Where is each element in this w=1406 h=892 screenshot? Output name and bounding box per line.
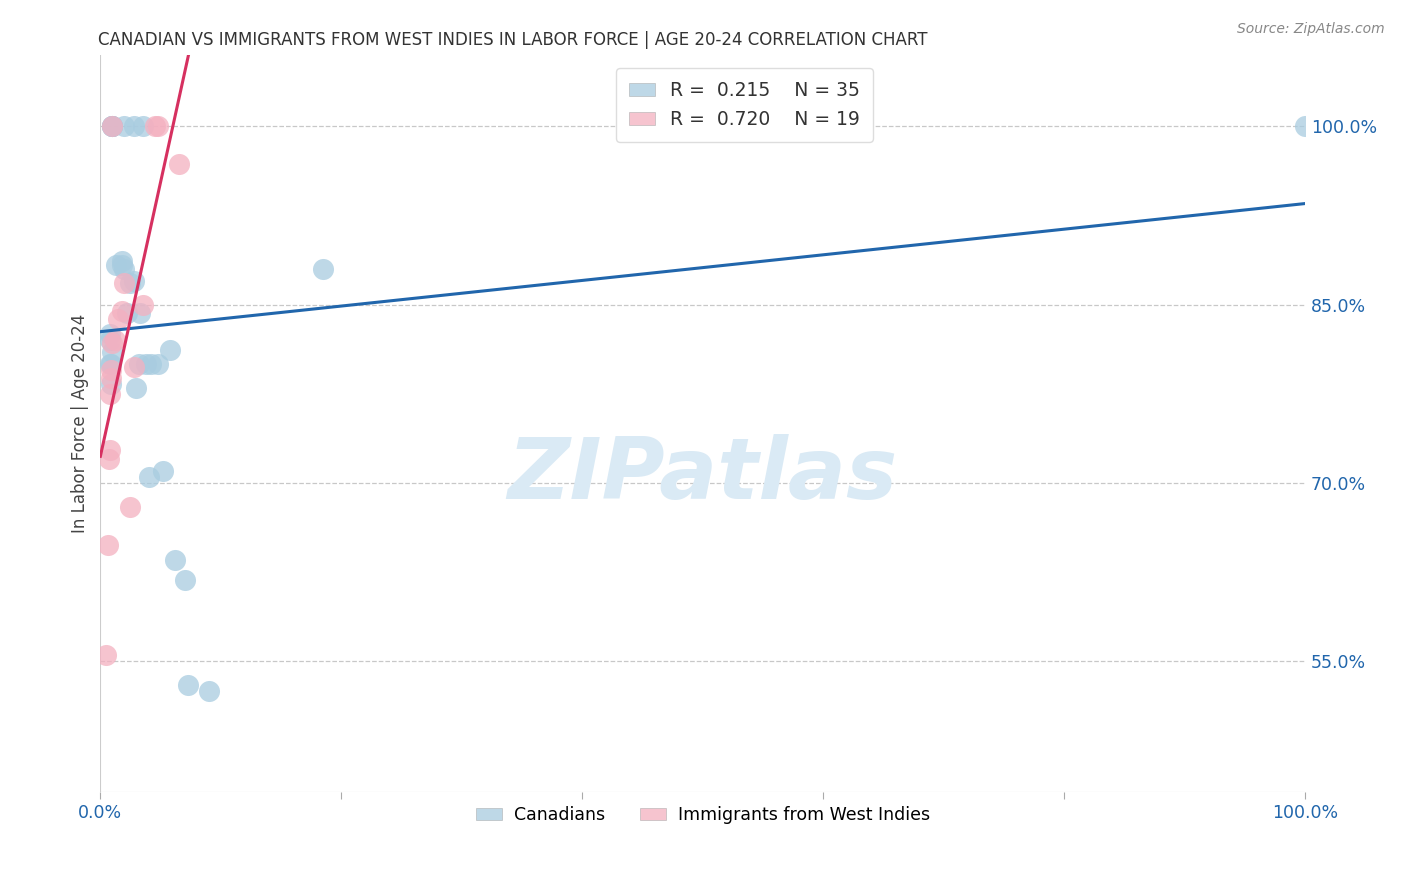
Point [98,327,121,342]
Point [114,277,136,291]
Point [128,357,150,371]
Point [198,684,221,698]
Point [101,345,124,359]
Point [131,120,153,134]
Point [97,452,120,467]
Point [125,381,148,395]
Point [101,120,124,134]
Point [148,120,170,134]
Point [100,357,122,371]
Point [111,259,134,273]
Point [177,678,200,692]
Point [120,500,142,514]
Point [122,274,145,288]
Point [115,306,138,320]
Point [173,574,195,588]
Point [129,306,152,320]
Text: Source: ZipAtlas.com: Source: ZipAtlas.com [1237,22,1385,37]
Point [165,553,187,567]
Point [101,120,124,134]
Point [101,120,124,134]
Point [122,120,145,134]
Point [98,357,121,371]
Point [122,359,145,374]
Point [100,363,122,377]
Point [135,357,157,371]
Point [148,357,170,371]
Point [100,371,122,385]
Legend: Canadians, Immigrants from West Indies: Canadians, Immigrants from West Indies [468,799,936,831]
Text: CANADIAN VS IMMIGRANTS FROM WEST INDIES IN LABOR FORCE | AGE 20-24 CORRELATION C: CANADIAN VS IMMIGRANTS FROM WEST INDIES … [98,31,928,49]
Point [107,312,129,326]
Point [114,262,136,277]
Point [167,157,190,171]
Point [114,120,136,134]
Point [1294,120,1316,134]
Text: ZIPatlas: ZIPatlas [508,434,898,516]
Point [152,464,174,478]
Point [111,253,134,268]
Point [312,262,335,277]
Point [104,334,127,348]
Point [96,648,118,663]
Point [111,303,134,318]
Point [98,387,121,401]
Y-axis label: In Labor Force | Age 20-24: In Labor Force | Age 20-24 [72,314,89,533]
Point [101,335,124,350]
Point [131,298,153,312]
Point [120,277,142,291]
Point [97,538,120,552]
Point [100,377,122,392]
Point [105,259,128,273]
Point [101,120,124,134]
Point [101,120,124,134]
Point [98,334,121,348]
Point [98,442,121,457]
Point [138,470,160,484]
Point [143,120,166,134]
Point [159,343,181,357]
Point [139,357,162,371]
